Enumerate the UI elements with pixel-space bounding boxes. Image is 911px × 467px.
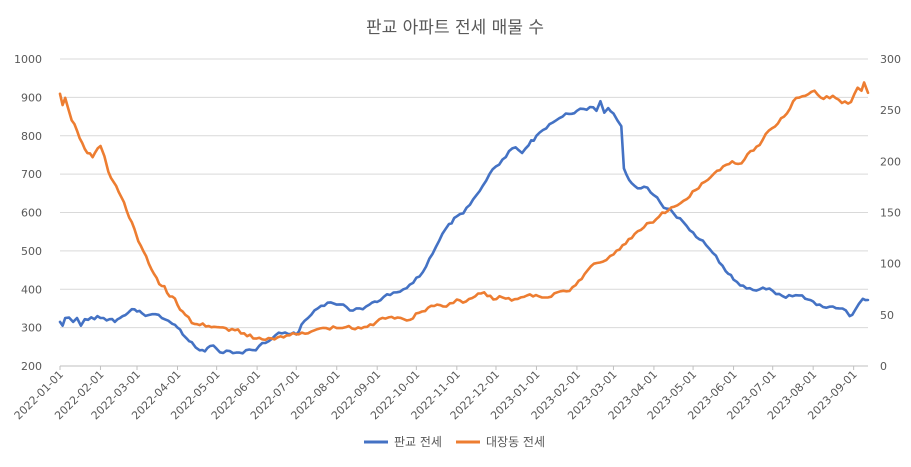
left-tick-label: 200: [21, 360, 42, 373]
left-y-axis: 200 300 400 500 600 700 800 900 1000: [14, 53, 42, 373]
right-tick-label: 50: [880, 309, 894, 322]
left-tick-label: 900: [21, 91, 42, 104]
left-tick-label: 400: [21, 283, 42, 296]
right-tick-label: 300: [880, 53, 901, 66]
legend-label: 판교 전세: [394, 435, 442, 449]
right-tick-label: 150: [880, 207, 901, 220]
right-tick-label: 200: [880, 155, 901, 168]
left-tick-label: 800: [21, 130, 42, 143]
chart-title: 판교 아파트 전세 매물 수: [366, 18, 544, 38]
series-line-1: [58, 99, 870, 355]
series-line-2: [58, 81, 870, 342]
left-tick-label: 600: [21, 207, 42, 220]
left-tick-label: 500: [21, 245, 42, 258]
right-tick-label: 0: [880, 360, 887, 373]
right-tick-label: 100: [880, 258, 901, 271]
series-lines: [58, 81, 870, 355]
right-y-axis: 0 50 100 150 200 250 300: [880, 53, 901, 373]
right-tick-label: 250: [880, 104, 901, 117]
legend-label: 대장동 전세: [486, 435, 545, 449]
left-tick-label: 700: [21, 168, 42, 181]
legend: 판교 전세 대장동 전세: [364, 435, 545, 449]
left-tick-label: 300: [21, 322, 42, 335]
left-tick-label: 1000: [14, 53, 42, 66]
